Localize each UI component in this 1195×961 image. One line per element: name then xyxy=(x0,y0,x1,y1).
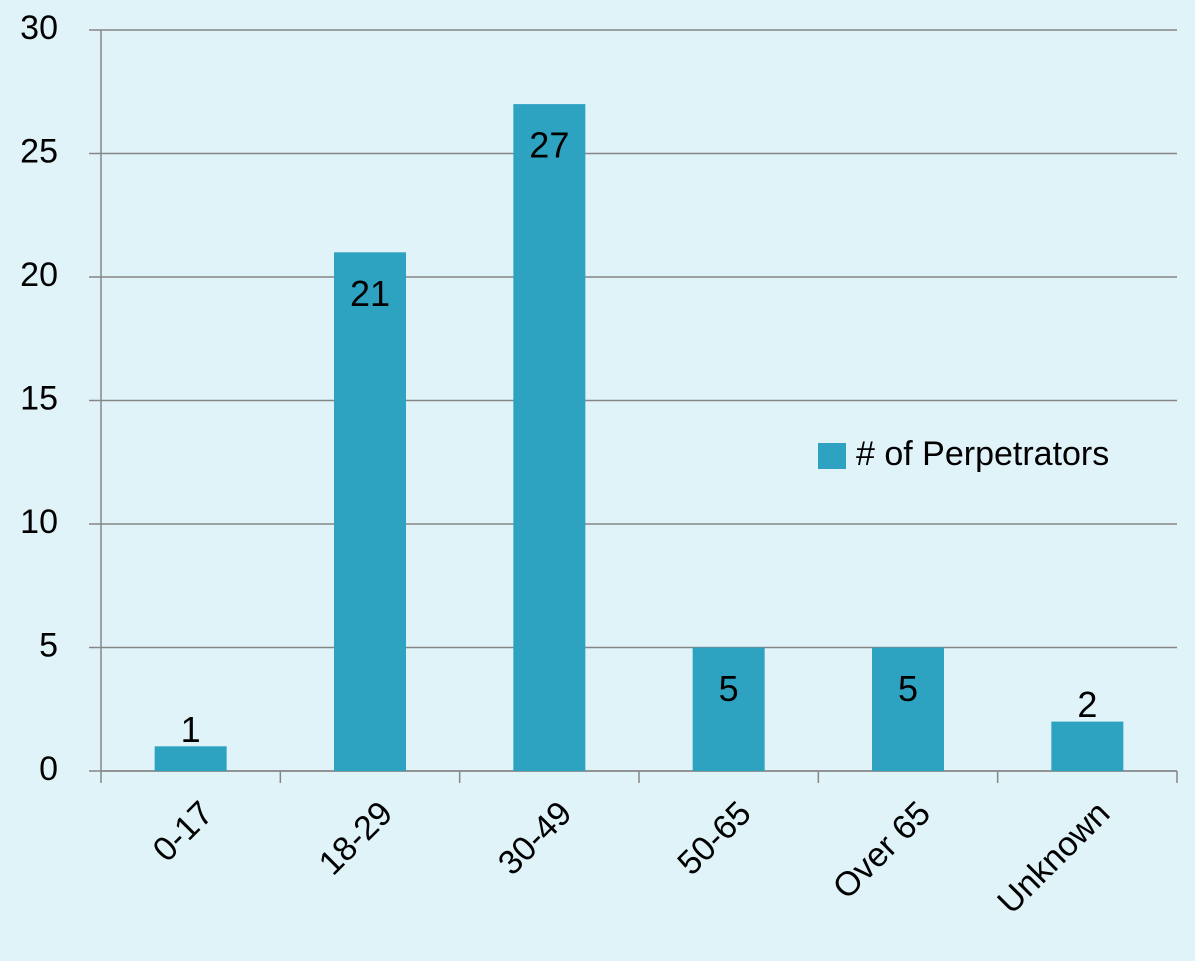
legend-swatch xyxy=(818,443,846,469)
y-tick-label: 5 xyxy=(39,626,58,664)
data-label: 1 xyxy=(181,709,201,750)
data-label: 21 xyxy=(350,273,390,314)
y-tick-label: 20 xyxy=(20,256,58,294)
bar xyxy=(692,647,765,771)
y-tick-label: 25 xyxy=(20,132,58,170)
data-label: 5 xyxy=(719,668,739,709)
y-tick-label: 15 xyxy=(20,379,58,417)
bar xyxy=(513,104,586,772)
bar xyxy=(154,746,227,771)
data-label: 27 xyxy=(529,125,569,166)
legend-label: # of Perpetrators xyxy=(856,435,1109,473)
data-label: 5 xyxy=(898,668,918,709)
bar xyxy=(1051,721,1124,771)
bar xyxy=(334,252,406,772)
data-label: 2 xyxy=(1077,684,1097,725)
y-tick-label: 0 xyxy=(39,750,58,788)
bar xyxy=(872,647,944,771)
y-tick-label: 10 xyxy=(20,503,58,541)
y-tick-label: 30 xyxy=(20,9,58,47)
